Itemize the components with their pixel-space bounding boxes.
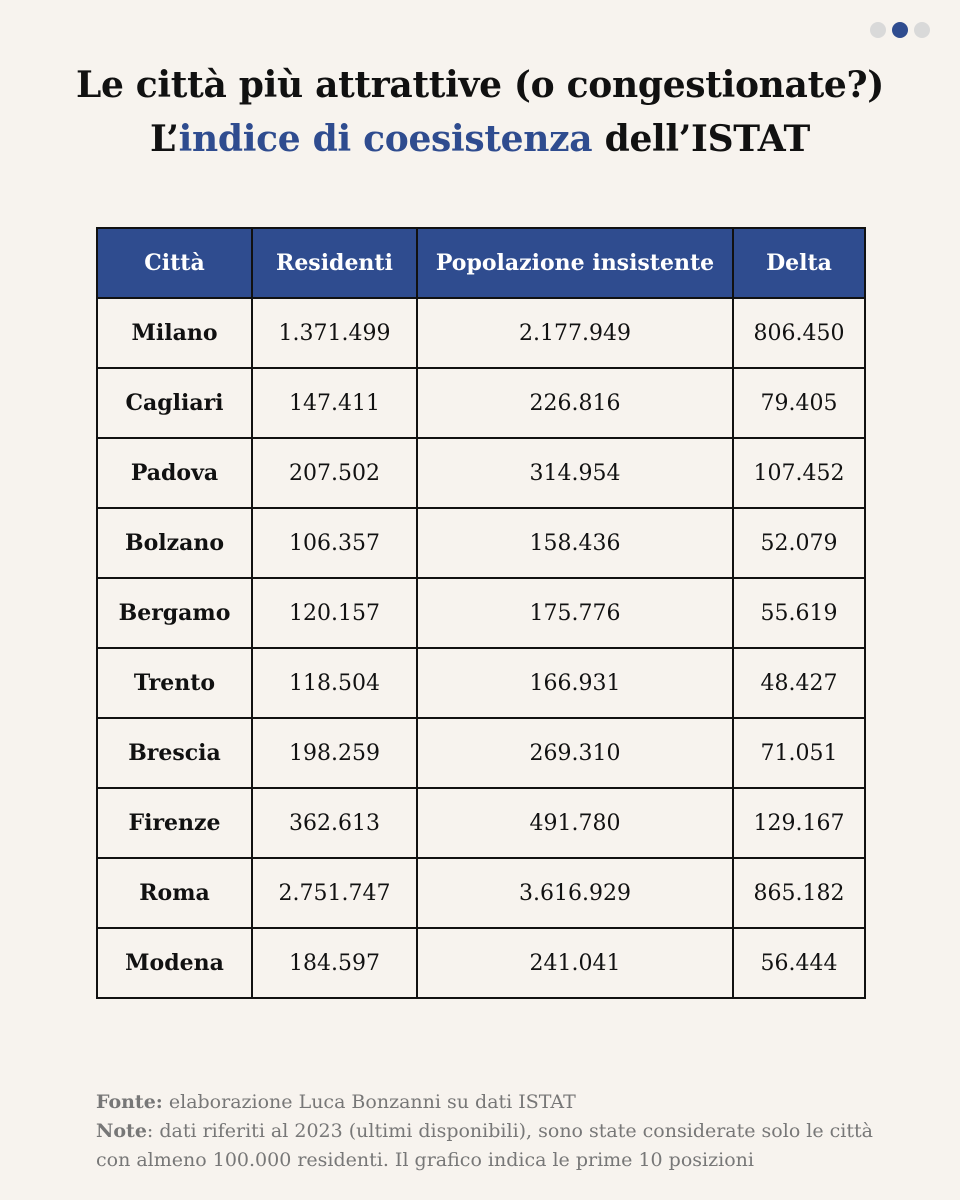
cell-popolazione: 269.310 [416, 717, 734, 789]
title-suffix: dell’ISTAT [592, 118, 811, 160]
source-text: elaborazione Luca Bonzanni su dati ISTAT [162, 1091, 576, 1113]
cell-city: Milano [96, 297, 253, 369]
table-row: Bergamo 120.157 175.776 55.619 [96, 577, 866, 649]
table-row: Trento 118.504 166.931 48.427 [96, 647, 866, 719]
cell-residenti: 198.259 [251, 717, 418, 789]
cell-popolazione: 3.616.929 [416, 857, 734, 929]
cell-delta: 79.405 [732, 367, 866, 439]
table-row: Padova 207.502 314.954 107.452 [96, 437, 866, 509]
column-header-delta: Delta [732, 227, 866, 299]
table-row: Modena 184.597 241.041 56.444 [96, 927, 866, 999]
title-accent: indice di coesistenza [178, 118, 593, 160]
cell-residenti: 1.371.499 [251, 297, 418, 369]
cell-residenti: 147.411 [251, 367, 418, 439]
cell-city: Cagliari [96, 367, 253, 439]
title-line-1: Le città più attrattive (o congestionate… [75, 64, 885, 106]
pagination-dot-3[interactable] [914, 22, 930, 38]
cell-residenti: 118.504 [251, 647, 418, 719]
cell-city: Roma [96, 857, 253, 929]
cell-residenti: 2.751.747 [251, 857, 418, 929]
pagination-dots [870, 22, 930, 38]
cell-delta: 107.452 [732, 437, 866, 509]
table-row: Milano 1.371.499 2.177.949 806.450 [96, 297, 866, 369]
page-title: Le città più attrattive (o congestionate… [0, 58, 960, 166]
table-row: Roma 2.751.747 3.616.929 865.182 [96, 857, 866, 929]
column-header-citta: Città [96, 227, 253, 299]
table-header-row: Città Residenti Popolazione insistente D… [96, 227, 866, 299]
footer-notes: Fonte: elaborazione Luca Bonzanni su dat… [96, 1088, 876, 1175]
table-row: Cagliari 147.411 226.816 79.405 [96, 367, 866, 439]
cell-city: Firenze [96, 787, 253, 859]
cell-delta: 129.167 [732, 787, 866, 859]
cell-delta: 806.450 [732, 297, 866, 369]
note-label: Note [96, 1120, 147, 1142]
title-prefix: L’ [150, 118, 179, 160]
cell-delta: 52.079 [732, 507, 866, 579]
cell-city: Padova [96, 437, 253, 509]
cell-city: Trento [96, 647, 253, 719]
cell-city: Brescia [96, 717, 253, 789]
title-line-2: L’indice di coesistenza dell’ISTAT [0, 112, 960, 166]
cell-city: Modena [96, 927, 253, 999]
cell-popolazione: 491.780 [416, 787, 734, 859]
table-row: Brescia 198.259 269.310 71.051 [96, 717, 866, 789]
cell-popolazione: 314.954 [416, 437, 734, 509]
cell-popolazione: 226.816 [416, 367, 734, 439]
note-line: Note: dati riferiti al 2023 (ultimi disp… [96, 1117, 876, 1175]
cell-delta: 48.427 [732, 647, 866, 719]
cell-residenti: 362.613 [251, 787, 418, 859]
cell-residenti: 184.597 [251, 927, 418, 999]
cell-popolazione: 2.177.949 [416, 297, 734, 369]
cell-city: Bergamo [96, 577, 253, 649]
source-line: Fonte: elaborazione Luca Bonzanni su dat… [96, 1088, 876, 1117]
pagination-dot-1[interactable] [870, 22, 886, 38]
cell-city: Bolzano [96, 507, 253, 579]
cell-residenti: 106.357 [251, 507, 418, 579]
cell-popolazione: 166.931 [416, 647, 734, 719]
cell-residenti: 207.502 [251, 437, 418, 509]
column-header-residenti: Residenti [251, 227, 418, 299]
cell-delta: 865.182 [732, 857, 866, 929]
pagination-dot-2[interactable] [892, 22, 908, 38]
source-label: Fonte: [96, 1091, 163, 1113]
note-text: : dati riferiti al 2023 (ultimi disponib… [96, 1120, 873, 1171]
cell-popolazione: 158.436 [416, 507, 734, 579]
table-row: Firenze 362.613 491.780 129.167 [96, 787, 866, 859]
table-row: Bolzano 106.357 158.436 52.079 [96, 507, 866, 579]
cell-popolazione: 241.041 [416, 927, 734, 999]
cell-residenti: 120.157 [251, 577, 418, 649]
cell-delta: 55.619 [732, 577, 866, 649]
cell-delta: 56.444 [732, 927, 866, 999]
cell-popolazione: 175.776 [416, 577, 734, 649]
cell-delta: 71.051 [732, 717, 866, 789]
column-header-popolazione-insistente: Popolazione insistente [416, 227, 734, 299]
data-table: Città Residenti Popolazione insistente D… [96, 227, 866, 999]
